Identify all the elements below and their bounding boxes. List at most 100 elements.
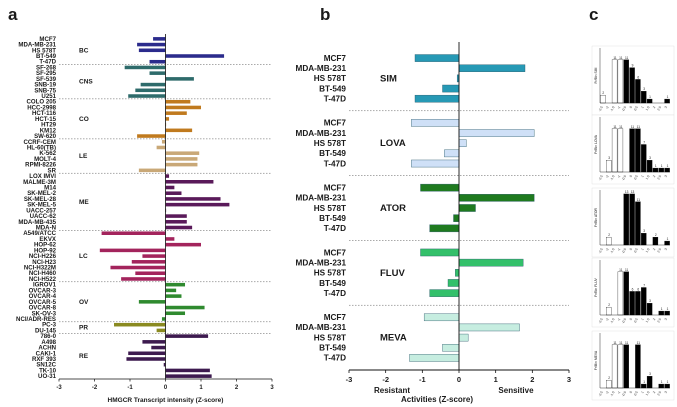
x-tick-label-b: -1 <box>419 375 426 384</box>
cell-label-a: UACC-257 <box>26 207 56 214</box>
cell-label-a: SK-OV-3 <box>32 310 57 317</box>
bar-a-lc-6 <box>110 265 166 270</box>
histogram-bin-label: -1 <box>616 174 621 179</box>
histogram-count-label: 3 <box>608 156 610 160</box>
histogram-bar <box>600 94 606 104</box>
cell-label-a: TK-10 <box>39 367 57 374</box>
cell-label-b: BT-549 <box>319 344 346 353</box>
cell-label-a: SNB-19 <box>34 82 56 89</box>
histogram-bin-label: -2.5 <box>598 390 604 397</box>
histogram-bar <box>646 160 653 173</box>
cell-label-a: MOLT-4 <box>34 156 57 163</box>
histogram-bin-label: 0.5 <box>633 105 639 111</box>
x-tick-label-a: -2 <box>92 385 98 391</box>
histogram-bar <box>641 287 647 316</box>
group-label-a: LC <box>79 253 88 260</box>
histogram-y-label: Fr/Bin ATOR <box>594 207 598 226</box>
cell-label-a: DU-145 <box>35 327 57 334</box>
bar-a-le-3 <box>165 157 198 161</box>
histogram-count-label: 11 <box>619 125 623 129</box>
histogram-bin-label: 3 <box>664 105 668 109</box>
histogram-bar <box>641 144 647 173</box>
bar-a-cns-1 <box>149 71 166 75</box>
cell-label-a: BT-549 <box>36 53 57 60</box>
bar-a-bc-2 <box>138 48 166 53</box>
histogram-bin-label: 2 <box>652 247 656 251</box>
histogram-count-label: 13 <box>625 190 629 194</box>
cell-label-b: MCF7 <box>324 183 347 192</box>
histogram-count-label: 13 <box>631 190 635 194</box>
histogram-bar <box>611 128 618 173</box>
cell-label-a: OVCAR-4 <box>29 293 57 300</box>
bar-b-sim-4 <box>414 94 460 103</box>
histogram-bar <box>606 160 612 173</box>
bar-a-re-3 <box>128 351 166 356</box>
bar-b-ator-3 <box>453 214 460 222</box>
histogram-bar <box>617 271 624 316</box>
bar-a-le-5 <box>138 168 166 173</box>
histogram-count-label: 3 <box>649 299 651 303</box>
histogram-bin-label: 2.5 <box>656 247 662 253</box>
histogram-bin-label: 1.5 <box>645 247 651 253</box>
histogram-bin-label: -2.5 <box>598 105 604 112</box>
bar-a-me-7 <box>165 214 187 218</box>
histogram-bin-label: 1 <box>640 247 644 251</box>
bar-a-pr-0 <box>114 322 166 327</box>
cell-label-a: HOP-62 <box>34 242 57 249</box>
histogram-bar <box>664 383 670 389</box>
bar-a-ov-1 <box>165 288 177 293</box>
bar-b-lova-0 <box>411 119 460 127</box>
cell-label-b: BT-549 <box>319 149 346 158</box>
cell-label-a: SK-MEL-5 <box>27 202 56 209</box>
histogram-count-label: 11 <box>631 125 635 129</box>
bar-b-meva-1 <box>458 323 520 332</box>
histogram-count-label: 11 <box>625 56 629 60</box>
histogram-bin-label: -0.5 <box>621 247 627 254</box>
x-axis-label-resistant: Resistant <box>374 386 410 395</box>
bar-a-le-2 <box>165 151 200 155</box>
bar-b-ator-4 <box>429 224 460 233</box>
cell-label-a: NCI-H226 <box>29 253 57 260</box>
bar-a-me-5 <box>165 202 230 207</box>
histogram-count-label: 1 <box>667 237 669 241</box>
bar-a-ov-4 <box>165 305 205 310</box>
cell-label-a: A549/ATCC <box>23 230 56 237</box>
histogram-count-label: 11 <box>613 341 617 345</box>
cell-label-a: PC-3 <box>42 322 56 329</box>
histogram-bar <box>664 240 670 246</box>
histogram-count-label: 2 <box>608 233 610 237</box>
bar-a-me-9 <box>165 225 193 230</box>
cell-label-a: UO-31 <box>38 373 57 380</box>
bar-a-co-6 <box>137 134 166 138</box>
bar-a-ov-2 <box>165 294 182 298</box>
bar-a-co-5 <box>165 128 193 133</box>
histogram-bar <box>623 271 629 316</box>
histogram-bar <box>664 98 670 104</box>
histogram-bar <box>623 193 629 246</box>
cell-label-a: UACC-62 <box>30 213 57 220</box>
cell-label-b: T-47D <box>324 95 346 104</box>
histogram-count-label: 7 <box>643 284 645 288</box>
histogram-y-label: Fr/Bin MEVA <box>594 350 598 370</box>
histogram-count-label: 1 <box>661 164 663 168</box>
bar-b-meva-4 <box>409 354 460 362</box>
cell-label-a: A498 <box>41 339 56 346</box>
histogram-bin-label: -2 <box>605 390 610 395</box>
cell-label-a: MDA-MB-231 <box>18 42 56 49</box>
bar-a-pr-1 <box>156 328 166 333</box>
bar-a-re-7 <box>165 374 212 378</box>
histogram-count-label: 11 <box>625 268 629 272</box>
x-tick-label-b: 0 <box>457 375 461 384</box>
histogram-count-label: 11 <box>613 125 617 129</box>
histogram-bar <box>652 167 659 173</box>
histogram-count-label: 3 <box>649 156 651 160</box>
bar-a-lc-0 <box>101 231 166 235</box>
bar-a-lc-2 <box>165 242 201 247</box>
bar-a-lc-1 <box>165 237 175 241</box>
histogram-bar <box>623 344 629 389</box>
histogram-bar <box>629 128 635 173</box>
cell-label-b: T-47D <box>324 159 346 168</box>
histogram-bar <box>606 379 612 389</box>
histogram-count-label: 1 <box>649 95 651 99</box>
cell-label-b: MDA-MB-231 <box>296 64 347 73</box>
